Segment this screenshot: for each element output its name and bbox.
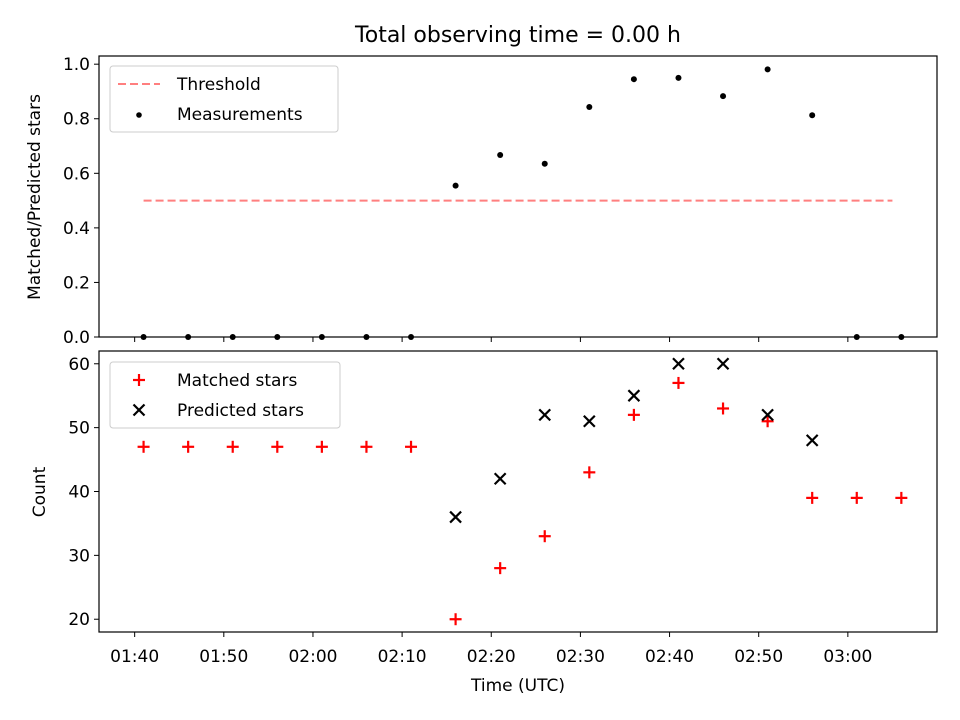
ratio-marks	[140, 66, 905, 340]
matched-star-point	[271, 440, 284, 453]
matched-star-point	[717, 402, 730, 415]
time-x-tick-label: 03:00	[823, 647, 872, 667]
matched-star-point	[226, 440, 239, 453]
count-y-tick-label: 60	[68, 355, 90, 375]
measurement-point	[764, 66, 771, 73]
ratio-legend-box	[109, 65, 339, 133]
ratio-y-tick-label: 0.4	[63, 219, 90, 239]
predicted-star-point	[538, 408, 552, 422]
count-y-tick-label: 20	[68, 610, 90, 630]
matched-star-point	[806, 491, 819, 504]
measurement-point	[452, 182, 459, 189]
count-y-axis-label: Count	[30, 466, 50, 517]
time-x-tick-label: 02:40	[645, 647, 694, 667]
matched-stars-legend-swatch	[133, 374, 145, 386]
matched-star-point	[405, 440, 418, 453]
count-axes-frame	[98, 350, 938, 633]
ratio-legend: Threshold Measurements	[109, 65, 339, 133]
ratio-plot: Total observing time = 0.00 h Matched/Pr…	[25, 23, 938, 348]
ratio-x-ticks	[134, 337, 849, 342]
time-x-tick-label: 02:10	[378, 647, 427, 667]
ratio-y-tick-label: 1.0	[63, 55, 90, 75]
count-y-ticks: 20 30 40 50 60	[68, 355, 99, 630]
count-y-tick-label: 50	[68, 419, 90, 439]
measurement-point	[720, 93, 727, 100]
measurement-point	[675, 74, 682, 81]
matched-star-point	[850, 491, 863, 504]
predicted-stars-legend-swatch	[132, 403, 146, 417]
count-legend-box	[109, 361, 341, 429]
predicted-star-point	[672, 357, 685, 371]
predicted-star-point	[449, 510, 462, 524]
matched-star-point	[672, 376, 685, 389]
measurements-legend-swatch	[136, 112, 142, 118]
time-x-ticks: 01:40 01:50 02:00 02:10 02:20 02:30 02:40 02:50…	[110, 632, 872, 667]
time-x-tick-label: 02:00	[288, 647, 337, 667]
matched-star-point	[182, 440, 195, 453]
count-y-tick-label: 30	[68, 546, 90, 566]
time-x-tick-label: 02:30	[556, 647, 605, 667]
time-x-tick-label: 01:50	[199, 647, 248, 667]
matched-star-point	[360, 440, 373, 453]
time-x-tick-label: 02:20	[467, 647, 516, 667]
ratio-y-tick-label: 0.2	[63, 273, 90, 293]
matched-star-point	[449, 613, 462, 626]
count-plot: Count Time (UTC) 20 30 40 50 60 01:40 01:50 02…	[30, 350, 938, 696]
time-x-tick-label: 02:50	[734, 647, 783, 667]
count-legend: Matched stars Predicted stars	[109, 361, 341, 429]
predicted-star-point	[493, 472, 507, 486]
measurement-point	[497, 152, 504, 159]
predicted-star-point	[805, 434, 819, 447]
ratio-y-ticks: 0.0 0.2 0.4 0.6 0.8 1.0	[63, 55, 99, 348]
predicted-star-point	[627, 389, 641, 402]
time-x-tick-label: 01:40	[110, 647, 159, 667]
measurement-point	[541, 160, 548, 167]
ratio-axes-frame	[98, 55, 938, 338]
chart-title: Total observing time = 0.00 h	[354, 23, 681, 48]
matched-star-point	[494, 562, 507, 575]
matched-star-point	[538, 530, 551, 543]
predicted-star-point	[583, 414, 596, 428]
count-y-tick-label: 40	[68, 483, 90, 503]
threshold-legend-label: Threshold	[176, 75, 261, 95]
ratio-y-axis-label: Matched/Predicted stars	[25, 94, 45, 300]
predicted-stars-legend-label: Predicted stars	[177, 401, 304, 421]
matched-star-point	[315, 440, 328, 453]
ratio-y-tick-label: 0.0	[63, 328, 90, 348]
time-x-axis-label: Time (UTC)	[470, 676, 565, 696]
count-marks	[137, 357, 908, 626]
predicted-star-point	[716, 357, 730, 371]
matched-star-point	[627, 408, 640, 421]
measurements-legend-label: Measurements	[177, 105, 303, 125]
ratio-y-tick-label: 0.6	[63, 164, 90, 184]
measurement-point	[630, 76, 637, 83]
measurement-point	[586, 104, 593, 111]
matched-stars-legend-label: Matched stars	[177, 371, 297, 391]
ratio-y-tick-label: 0.8	[63, 110, 90, 130]
matched-star-point	[895, 491, 908, 504]
matched-star-point	[761, 415, 774, 428]
measurement-point	[809, 112, 816, 119]
matched-star-point	[137, 440, 150, 453]
predicted-star-point	[761, 408, 774, 422]
matched-star-point	[583, 466, 596, 479]
